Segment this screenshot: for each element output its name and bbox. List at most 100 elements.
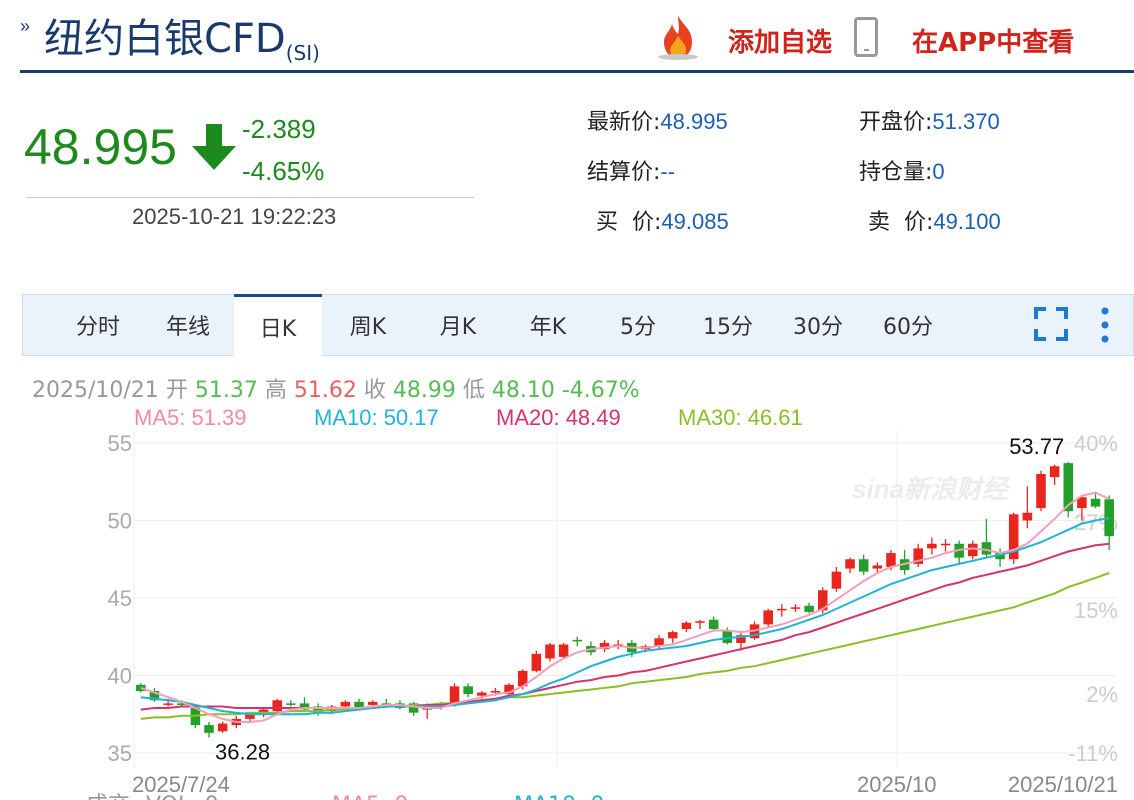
candle-body	[408, 703, 419, 713]
y-pct-labels: 40%27%15%2%-11%	[1068, 431, 1118, 766]
ask-price-row: 卖 价:49.100	[868, 204, 1001, 236]
tab-yearly-k[interactable]: 年K	[529, 315, 567, 340]
tab-30min[interactable]: 30分	[793, 315, 843, 340]
candle-body	[449, 686, 460, 704]
bid-price-value: 49.085	[661, 209, 729, 234]
candle-body	[204, 725, 214, 733]
settle-price-row: 结算价:--	[587, 154, 675, 186]
info-open: 51.37	[194, 378, 258, 403]
y-axis-labels: 55 50 45 40 35	[108, 431, 132, 766]
candle-body	[354, 701, 364, 709]
tab-monthly-k[interactable]: 月K	[439, 315, 477, 340]
chart-grid	[133, 430, 1116, 768]
candle-body	[163, 703, 173, 705]
volume-ma10: MA10: 0	[514, 793, 604, 800]
candle-body	[763, 610, 773, 625]
x-tick-label: 2025/7/24	[132, 772, 230, 797]
candle-body	[845, 559, 855, 569]
candle-body	[599, 642, 610, 650]
tab-daily-k[interactable]: 日K	[234, 294, 322, 357]
page-header	[20, 0, 1134, 73]
ma30-line	[140, 572, 1110, 720]
instrument-name: 纽约白银CFD	[44, 16, 286, 62]
y-tick-label: 55	[108, 431, 132, 456]
price-change: -2.389	[242, 114, 316, 144]
last-price-row: 最新价:48.995	[587, 104, 728, 136]
info-close-label: 收	[363, 378, 386, 403]
tab-year-line[interactable]: 年线	[165, 315, 210, 340]
candle-body	[667, 632, 678, 639]
candle-body	[490, 691, 501, 693]
double-chevron-icon: »	[20, 16, 31, 36]
y-tick-label: 45	[108, 586, 132, 611]
divider	[26, 197, 474, 198]
candle-body	[545, 644, 555, 659]
candle-body	[299, 703, 310, 710]
quote-timestamp: 2025-10-21 19:22:23	[132, 204, 337, 229]
tab-60min[interactable]: 60分	[883, 315, 933, 340]
candle-body	[927, 543, 937, 549]
candle-body	[217, 723, 228, 732]
view-in-app-link[interactable]: 在APP中查看	[912, 28, 1075, 58]
candle-body	[790, 607, 801, 609]
volume-header: 成交 VOL: 0 MA5: 0 MA10: 0	[86, 793, 604, 800]
ma10-line	[140, 516, 1110, 716]
candle-body	[149, 691, 160, 701]
fullscreen-icon[interactable]	[1034, 307, 1068, 341]
candle-body	[504, 684, 514, 695]
last-price-value: 48.995	[660, 109, 728, 134]
phone-icon[interactable]	[854, 17, 878, 57]
y-pct-label: 15%	[1074, 598, 1118, 623]
info-low: 48.10	[491, 378, 555, 403]
candle-body	[817, 590, 828, 611]
candle-body	[477, 692, 487, 696]
candle-body	[1104, 499, 1114, 537]
candle-body	[340, 701, 351, 707]
open-interest-value: 0	[932, 159, 945, 184]
candle-body	[695, 621, 705, 623]
volume-ma5: MA5: 0	[332, 793, 408, 800]
candle-body	[736, 635, 746, 643]
info-close: 48.99	[392, 378, 456, 403]
ma10-legend: MA10: 50.17	[314, 405, 439, 430]
candle-body	[1036, 474, 1046, 509]
watermark-text: sina新浪财经	[852, 474, 1011, 504]
candle-body	[517, 670, 528, 687]
tab-minute[interactable]: 分时	[75, 315, 120, 340]
candle-body	[463, 686, 473, 695]
candle-body	[940, 543, 951, 546]
add-watchlist-link[interactable]: 添加自选	[728, 28, 833, 58]
annotations: 53.77 36.28	[215, 434, 1064, 764]
tab-15min[interactable]: 15分	[703, 315, 753, 340]
tab-5min[interactable]: 5分	[620, 315, 656, 340]
tab-weekly-k[interactable]: 周K	[349, 315, 387, 340]
volume-vol: VOL: 0	[146, 793, 219, 800]
y-pct-label: 2%	[1086, 682, 1118, 707]
ask-price-label: 卖 价:	[868, 210, 934, 235]
more-options-icon[interactable]	[1098, 306, 1112, 344]
y-pct-label: 40%	[1074, 431, 1118, 456]
page-title: 纽约白银CFD(SI)	[44, 6, 320, 65]
info-pct: -4.67%	[561, 378, 640, 403]
open-price-row: 开盘价:51.370	[859, 104, 1000, 136]
candle-body	[681, 622, 692, 629]
candle-body	[886, 553, 896, 567]
ma5-line	[140, 491, 1110, 723]
info-high: 51.62	[293, 378, 357, 403]
x-axis-labels: 2025/7/24 2025/10 2025/10/21	[132, 772, 1118, 797]
last-price: 48.995	[24, 119, 177, 175]
candle-body	[572, 639, 583, 642]
candle-body	[558, 644, 569, 657]
x-tick-label: 2025/10	[857, 772, 937, 797]
info-high-label: 高	[264, 378, 287, 403]
instrument-code: (SI)	[285, 41, 320, 65]
candle-body	[367, 701, 378, 705]
bid-price-row: 买 价:49.085	[596, 204, 729, 236]
candle-body	[968, 543, 978, 557]
ma30-legend: MA30: 46.61	[678, 405, 803, 430]
candle-body	[995, 553, 1005, 560]
info-low-label: 低	[462, 378, 485, 403]
fire-icon[interactable]	[656, 14, 700, 60]
info-date: 2025/10/21	[32, 378, 159, 403]
